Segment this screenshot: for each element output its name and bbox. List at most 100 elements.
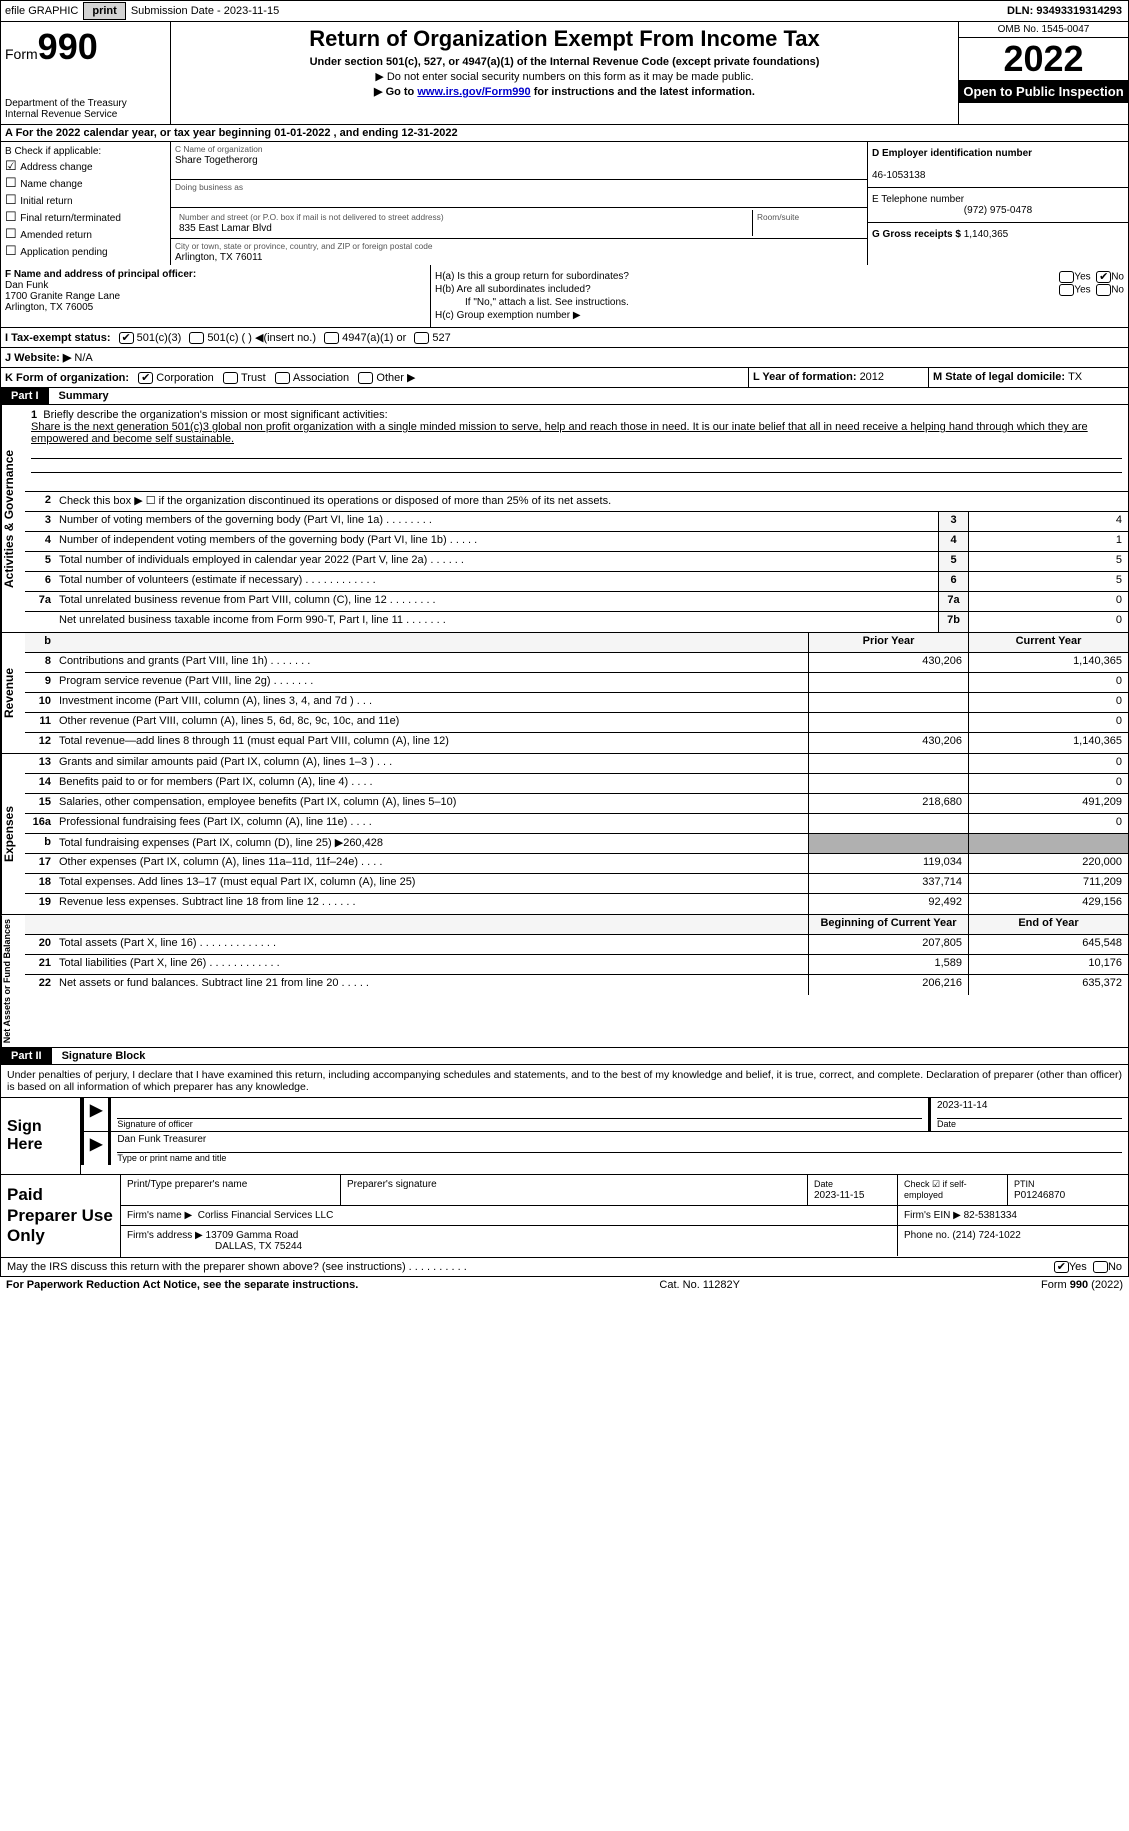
prep-sig-label: Preparer's signature — [347, 1179, 437, 1190]
prior-year-hdr: Prior Year — [808, 633, 968, 652]
data-row: 21Total liabilities (Part X, line 26) . … — [25, 955, 1128, 975]
chk-4947[interactable] — [324, 332, 339, 344]
chk-final-return[interactable]: ☐ Final return/terminated — [5, 209, 166, 225]
chk-name-change[interactable]: ☐ Name change — [5, 175, 166, 191]
chk-amended[interactable]: ☐ Amended return — [5, 226, 166, 242]
ha-no[interactable]: ✔ — [1096, 271, 1111, 283]
part-1-header: Part I Summary — [0, 388, 1129, 405]
discuss-no[interactable] — [1093, 1261, 1108, 1273]
netassets-section: Net Assets or Fund Balances Beginning of… — [0, 915, 1129, 1048]
print-button[interactable]: print — [83, 2, 125, 20]
data-row: 13Grants and similar amounts paid (Part … — [25, 754, 1128, 774]
street-row: Number and street (or P.O. box if mail i… — [171, 208, 867, 239]
chk-trust[interactable] — [223, 372, 238, 384]
form-990-label: Form 990 (2022) — [1041, 1279, 1123, 1291]
mission-text: Share is the next generation 501(c)3 glo… — [31, 421, 1088, 445]
dept-label: Department of the Treasury Internal Reve… — [5, 98, 166, 120]
signer-name-label: Type or print name and title — [117, 1152, 1122, 1163]
sig-officer-label: Signature of officer — [117, 1118, 922, 1129]
row-k: K Form of organization: ✔ Corporation Tr… — [0, 368, 1129, 388]
street-label: Number and street (or P.O. box if mail i… — [179, 212, 444, 222]
sign-date: 2023-11-14 — [937, 1100, 1122, 1118]
org-name: Share Togetherorg — [175, 155, 258, 166]
part-2-title: Signature Block — [52, 1048, 1128, 1064]
col-d-e-g: D Employer identification number46-10531… — [868, 142, 1128, 265]
gross-value: 1,140,365 — [964, 229, 1009, 240]
chk-address-change[interactable]: ☑ Address change — [5, 158, 166, 174]
chk-assoc[interactable] — [275, 372, 290, 384]
hb-note: If "No," attach a list. See instructions… — [435, 297, 1124, 308]
chk-other[interactable] — [358, 372, 373, 384]
data-row: 18Total expenses. Add lines 13–17 (must … — [25, 874, 1128, 894]
header-right: OMB No. 1545-0047 2022 Open to Public In… — [958, 22, 1128, 124]
note-ssn: ▶ Do not enter social security numbers o… — [175, 70, 954, 83]
chk-501c3[interactable]: ✔ — [119, 332, 134, 344]
data-row: 11Other revenue (Part VIII, column (A), … — [25, 713, 1128, 733]
footer-row: For Paperwork Reduction Act Notice, see … — [0, 1277, 1129, 1293]
mission-prompt: Briefly describe the organization's miss… — [43, 409, 387, 421]
sign-date-label: Date — [937, 1118, 1122, 1129]
irs-discuss-row: May the IRS discuss this return with the… — [0, 1258, 1129, 1277]
form-header: Form990 Department of the Treasury Inter… — [0, 22, 1129, 125]
header-left: Form990 Department of the Treasury Inter… — [1, 22, 171, 124]
year-formation: 2012 — [860, 371, 884, 383]
chk-501c[interactable] — [189, 332, 204, 344]
data-row: 16aProfessional fundraising fees (Part I… — [25, 814, 1128, 834]
city-label: City or town, state or province, country… — [175, 241, 433, 251]
end-year-hdr: End of Year — [968, 915, 1128, 934]
header-mid: Return of Organization Exempt From Incom… — [171, 22, 958, 124]
hb-label: H(b) Are all subordinates included? — [435, 284, 591, 295]
org-name-label: C Name of organization — [175, 144, 263, 154]
chk-initial-return[interactable]: ☐ Initial return — [5, 192, 166, 208]
chk-app-pending[interactable]: ☐ Application pending — [5, 243, 166, 259]
signer-name: Dan Funk Treasurer — [117, 1134, 1122, 1152]
firm-phone: (214) 724-1022 — [952, 1230, 1020, 1241]
line-2: Check this box ▶ ☐ if the organization d… — [55, 492, 1128, 511]
sign-block: Sign Here ▶ Signature of officer 2023-11… — [0, 1098, 1129, 1175]
city-value: Arlington, TX 76011 — [175, 252, 262, 263]
vtab-revenue: Revenue — [1, 633, 25, 753]
tax-status-label: I Tax-exempt status: — [5, 332, 111, 344]
vtab-governance: Activities & Governance — [1, 405, 25, 632]
gov-row: Net unrelated business taxable income fr… — [25, 612, 1128, 632]
hb-no[interactable] — [1096, 284, 1111, 296]
chk-corp[interactable]: ✔ — [138, 372, 153, 384]
ptin-value: P01246870 — [1014, 1190, 1065, 1201]
data-row: 17Other expenses (Part IX, column (A), l… — [25, 854, 1128, 874]
chk-527[interactable] — [414, 332, 429, 344]
col-f: F Name and address of principal officer:… — [1, 265, 431, 327]
form-subtitle: Under section 501(c), 527, or 4947(a)(1)… — [175, 56, 954, 68]
row-j: J Website: ▶ N/A — [0, 348, 1129, 368]
irs-link[interactable]: www.irs.gov/Form990 — [417, 86, 530, 98]
website-value: N/A — [71, 352, 92, 364]
firm-ein: 82-5381334 — [964, 1210, 1017, 1221]
mission-block: 1 Briefly describe the organization's mi… — [25, 405, 1128, 492]
firm-addr-label: Firm's address ▶ — [127, 1230, 203, 1241]
discuss-yes[interactable]: ✔ — [1054, 1261, 1069, 1273]
tax-year: 2022 — [959, 38, 1128, 80]
paperwork-notice: For Paperwork Reduction Act Notice, see … — [6, 1279, 358, 1291]
ha-yes[interactable] — [1059, 271, 1074, 283]
preparer-block: Paid Preparer Use Only Print/Type prepar… — [0, 1175, 1129, 1257]
prep-self-emp[interactable]: Check ☑ if self-employed — [898, 1175, 1008, 1205]
data-row: bTotal fundraising expenses (Part IX, co… — [25, 834, 1128, 854]
col-b-header: B Check if applicable: — [5, 146, 166, 157]
firm-name: Corliss Financial Services LLC — [198, 1210, 334, 1221]
data-row: 19Revenue less expenses. Subtract line 1… — [25, 894, 1128, 914]
efile-label: efile GRAPHIC — [1, 3, 82, 19]
room-label: Room/suite — [757, 212, 799, 222]
preparer-label: Paid Preparer Use Only — [1, 1175, 121, 1256]
row-i: I Tax-exempt status: ✔ 501(c)(3) 501(c) … — [0, 328, 1129, 348]
officer-addr1: 1700 Granite Range Lane — [5, 291, 120, 302]
arrow-icon: ▶ — [81, 1132, 108, 1165]
gov-row: 7aTotal unrelated business revenue from … — [25, 592, 1128, 612]
hb-yes[interactable] — [1059, 284, 1074, 296]
block-f-h: F Name and address of principal officer:… — [0, 265, 1129, 328]
inspection-label: Open to Public Inspection — [959, 80, 1128, 103]
form-number: 990 — [38, 26, 98, 67]
ha-label: H(a) Is this a group return for subordin… — [435, 271, 629, 282]
data-row: 22Net assets or fund balances. Subtract … — [25, 975, 1128, 995]
vtab-expenses: Expenses — [1, 754, 25, 914]
gov-row: 5Total number of individuals employed in… — [25, 552, 1128, 572]
gross-label: G Gross receipts $ — [872, 229, 964, 240]
